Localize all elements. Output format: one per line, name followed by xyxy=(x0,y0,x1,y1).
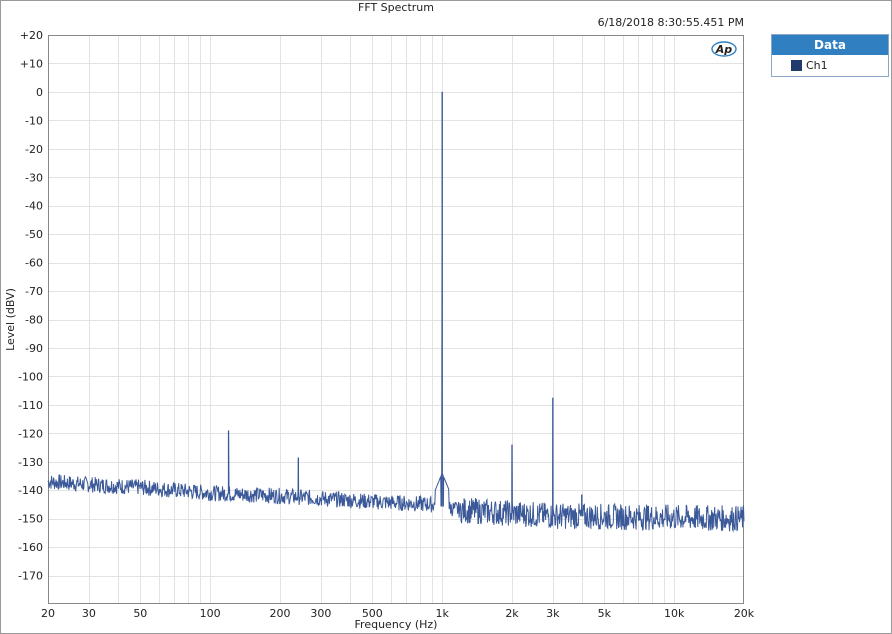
ap-logo-text: Ap xyxy=(715,43,733,56)
x-tick-label: 5k xyxy=(598,607,612,620)
y-tick-label: -130 xyxy=(18,456,43,469)
legend-label-ch1: Ch1 xyxy=(806,58,828,72)
ap-logo-ring xyxy=(711,41,737,57)
y-tick-label: -150 xyxy=(18,513,43,526)
y-tick-label: -170 xyxy=(18,570,43,583)
y-tick-label: -80 xyxy=(25,314,43,327)
y-tick-label: -100 xyxy=(18,370,43,383)
x-tick-label: 3k xyxy=(546,607,560,620)
x-tick-label: 500 xyxy=(362,607,383,620)
y-tick-label: -110 xyxy=(18,399,43,412)
y-tick-label: -10 xyxy=(25,114,43,127)
x-tick-label: 1k xyxy=(435,607,449,620)
y-tick-label: -90 xyxy=(25,342,43,355)
legend-header: Data xyxy=(772,35,888,55)
timestamp: 6/18/2018 8:30:55.451 PM xyxy=(598,16,744,29)
series-line-ch1 xyxy=(47,91,745,533)
legend-swatch-ch1 xyxy=(791,59,802,71)
x-tick-label: 20 xyxy=(41,607,55,620)
ap-logo: Ap xyxy=(711,41,737,57)
x-tick-label: 30 xyxy=(82,607,96,620)
y-tick-label: -50 xyxy=(25,228,43,241)
x-tick-label: 20k xyxy=(734,607,755,620)
y-axis-label: Level (dBV) xyxy=(4,288,17,351)
x-tick-label: 10k xyxy=(664,607,685,620)
x-tick-label: 200 xyxy=(270,607,291,620)
y-tick-label: 0 xyxy=(36,86,43,99)
y-tick-label: -70 xyxy=(25,285,43,298)
x-tick-label: 50 xyxy=(133,607,147,620)
y-tick-label: +20 xyxy=(20,29,43,42)
x-axis-label: Frequency (Hz) xyxy=(355,618,438,631)
y-tick-label: -30 xyxy=(25,171,43,184)
y-tick-label: -20 xyxy=(25,143,43,156)
y-tick-label: -40 xyxy=(25,200,43,213)
y-tick-label: -120 xyxy=(18,427,43,440)
y-tick-label: -160 xyxy=(18,541,43,554)
y-tick-label: -60 xyxy=(25,257,43,270)
x-tick-label: 2k xyxy=(505,607,519,620)
x-tick-label: 300 xyxy=(310,607,331,620)
y-tick-label: +10 xyxy=(20,57,43,70)
legend-item-ch1[interactable]: Ch1 xyxy=(772,55,888,75)
legend: Data Ch1 xyxy=(771,34,889,77)
chart-title: FFT Spectrum xyxy=(358,1,434,14)
y-tick-label: -140 xyxy=(18,484,43,497)
x-tick-label: 100 xyxy=(200,607,221,620)
plot-area xyxy=(48,35,744,604)
plot-border xyxy=(48,35,744,604)
